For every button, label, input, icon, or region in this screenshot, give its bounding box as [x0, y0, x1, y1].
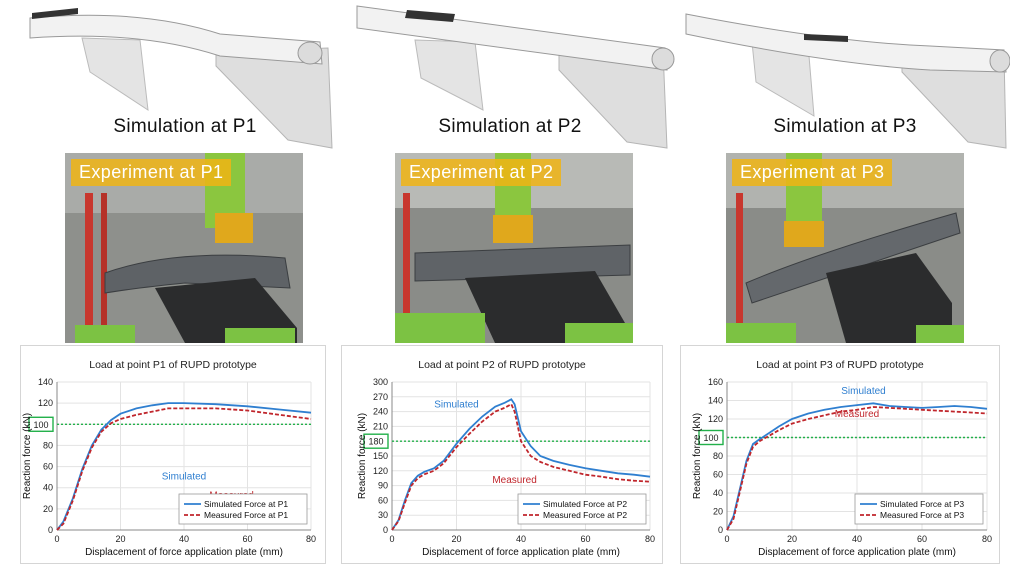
panel-p1: Simulation at P1 Experiment at P1 Load a… — [20, 0, 350, 565]
x-tick-label: 20 — [451, 534, 461, 544]
x-tick-label: 40 — [179, 534, 189, 544]
chart-p1: Load at point P1 of RUPD prototype 0 20 40 6… — [20, 345, 326, 564]
y-axis-label: Reaction force (kN) — [22, 413, 33, 499]
x-tick-label: 0 — [724, 534, 729, 544]
reference-label: 180 — [368, 437, 383, 447]
y-tick-label: 150 — [373, 451, 388, 461]
y-axis-label: Reaction force (kN) — [357, 413, 368, 499]
reference-label-box — [698, 429, 724, 446]
legend-entry: Measured Force at P3 — [880, 510, 964, 520]
y-tick-label: 60 — [43, 462, 53, 472]
reference-label: 100 — [703, 433, 718, 443]
annotation-simulated: Simulated — [162, 471, 206, 482]
simulation-title-p2: Simulation at P2 — [438, 116, 582, 137]
annotation-simulated: Simulated — [841, 386, 885, 397]
chart-svg-p3: Load at point P3 of RUPD prototype 0 20 40 6… — [692, 359, 992, 558]
y-tick-label: 240 — [373, 407, 388, 417]
legend-entry: Simulated Force at P1 — [204, 499, 288, 509]
legend-entry: Measured Force at P1 — [204, 510, 288, 520]
x-axis-label: Displacement of force application plate … — [85, 547, 283, 558]
legend-entry: Simulated Force at P2 — [543, 499, 627, 509]
experiment-label-p1: Experiment at P1 — [71, 159, 232, 186]
y-tick-label: 90 — [378, 481, 388, 491]
y-axis-label: Reaction force (kN) — [692, 413, 703, 499]
experiment-photo-p2: Experiment at P2 — [395, 153, 633, 343]
series-line-measured — [391, 402, 651, 531]
y-tick-label: 120 — [38, 398, 53, 408]
simulation-title-p3: Simulation at P3 — [773, 116, 917, 137]
experiment-label-p2: Experiment at P2 — [401, 159, 562, 186]
chart-title: Load at point P3 of RUPD prototype — [756, 359, 924, 371]
x-tick-label: 0 — [389, 534, 394, 544]
chart-title: Load at point P2 of RUPD prototype — [418, 359, 586, 371]
series-line-measured — [56, 407, 312, 531]
x-tick-label: 80 — [306, 534, 316, 544]
reference-label: 100 — [33, 420, 48, 430]
experiment-label-p3: Experiment at P3 — [732, 159, 893, 186]
y-tick-label: 120 — [373, 466, 388, 476]
reference-label-box — [363, 433, 389, 449]
x-tick-label: 60 — [242, 534, 252, 544]
simulation-render-p3 — [685, 13, 1010, 149]
y-tick-label: 300 — [373, 377, 388, 387]
y-tick-label: 0 — [48, 525, 53, 535]
chart-p3: Load at point P3 of RUPD prototype 0 20 40 6… — [680, 345, 1000, 564]
x-tick-label: 20 — [115, 534, 125, 544]
y-tick-label: 60 — [713, 470, 723, 480]
x-tick-label: 20 — [787, 534, 797, 544]
chart-svg-p2: Load at point P2 of RUPD prototype 0 30 60 9… — [357, 359, 655, 558]
legend-box — [178, 493, 308, 525]
simulation-render-p1 — [29, 8, 333, 149]
legend-entry: Measured Force at P2 — [543, 510, 627, 520]
x-axis-label: Displacement of force application plate … — [422, 547, 620, 558]
experiment-photo-p1: Experiment at P1 — [65, 153, 303, 343]
y-tick-label: 80 — [43, 440, 53, 450]
x-axis-label: Displacement of force application plate … — [758, 547, 956, 558]
x-tick-label: 40 — [516, 534, 526, 544]
x-tick-label: 80 — [645, 534, 655, 544]
experiment-photo-p3: Experiment at P3 — [726, 153, 964, 343]
y-tick-label: 30 — [378, 510, 388, 520]
y-tick-label: 0 — [383, 525, 388, 535]
legend-box — [854, 493, 984, 525]
y-tick-label: 20 — [43, 504, 53, 514]
panel-p3: Simulation at P3 Experiment at P3 Load a… — [680, 0, 1010, 565]
legend-box — [517, 493, 647, 525]
reference-label-box — [28, 416, 54, 432]
x-tick-label: 80 — [982, 534, 992, 544]
y-tick-label: 210 — [373, 421, 388, 431]
y-tick-label: 140 — [708, 396, 723, 406]
y-tick-label: 60 — [378, 495, 388, 505]
x-tick-label: 0 — [54, 534, 59, 544]
simulation-render-p2 — [356, 5, 675, 149]
series-line-simulated — [726, 402, 988, 531]
panel-p2: Simulation at P2 Experiment at P2 Load a… — [341, 0, 675, 565]
y-tick-label: 160 — [708, 377, 723, 387]
annotation-measured: Measured — [835, 409, 879, 420]
y-tick-label: 0 — [718, 525, 723, 535]
x-tick-label: 60 — [580, 534, 590, 544]
y-tick-label: 140 — [38, 377, 53, 387]
annotation-measured: Measured — [492, 475, 536, 486]
y-tick-label: 40 — [713, 488, 723, 498]
y-tick-label: 120 — [708, 414, 723, 424]
series-line-simulated — [391, 398, 651, 531]
y-tick-label: 270 — [373, 392, 388, 402]
chart-svg-p1: Load at point P1 of RUPD prototype 0 20 40 6… — [22, 359, 316, 558]
chart-title: Load at point P1 of RUPD prototype — [89, 359, 257, 371]
simulation-title-p1: Simulation at P1 — [113, 116, 257, 137]
series-line-measured — [726, 406, 988, 531]
y-tick-label: 20 — [713, 507, 723, 517]
annotation-simulated: Simulated — [434, 400, 478, 411]
y-tick-label: 80 — [713, 451, 723, 461]
legend-entry: Simulated Force at P3 — [880, 499, 964, 509]
x-tick-label: 60 — [917, 534, 927, 544]
y-tick-label: 40 — [43, 483, 53, 493]
x-tick-label: 40 — [852, 534, 862, 544]
chart-p2: Load at point P2 of RUPD prototype 0 30 60 9… — [341, 345, 663, 564]
